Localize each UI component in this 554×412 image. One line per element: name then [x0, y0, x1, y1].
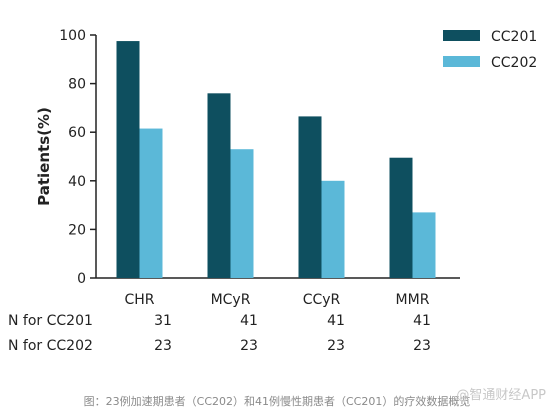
y-tick-label: 40: [68, 174, 86, 190]
n-row-label: N for CC201: [8, 313, 93, 329]
bar-cc202: [321, 180, 345, 278]
n-value: 41: [327, 313, 345, 329]
y-tick-label: 0: [77, 271, 86, 287]
n-row-label: N for CC202: [8, 338, 93, 354]
bar-cc201: [116, 41, 140, 279]
n-value: 23: [154, 338, 172, 354]
y-axis-label: Patients(%): [35, 107, 53, 206]
watermark: @智通财经APP: [456, 388, 546, 403]
n-value: 41: [240, 313, 258, 329]
figure-caption: 图：23例加速期患者（CC202）和41例慢性期患者（CC201）的疗效数据概览: [83, 395, 471, 408]
bar-cc201: [298, 116, 322, 278]
n-value: 23: [240, 338, 258, 354]
n-row-cc201: N for CC201 31 41 41 41: [0, 313, 554, 333]
n-value: 23: [413, 338, 431, 354]
bar-cc201: [207, 93, 231, 278]
bar-chart: 0 20 40 60 80 100 Patients(%) CHR MCyR CCyR MMR CC2…: [35, 28, 537, 308]
n-value: 31: [154, 313, 172, 329]
y-tick-label: 20: [68, 222, 86, 238]
y-tick-label: 60: [68, 125, 86, 141]
y-tick-label: 80: [68, 77, 86, 93]
n-value: 41: [413, 313, 431, 329]
y-tick-label: 100: [59, 28, 86, 44]
x-tick-label: CHR: [124, 292, 154, 308]
bar-cc201: [389, 157, 413, 278]
legend-swatch-cc201: [443, 30, 480, 41]
legend-swatch-cc202: [443, 56, 480, 67]
legend-label: CC201: [491, 29, 537, 45]
bar-cc202: [230, 149, 254, 278]
bar-cc202: [139, 128, 163, 278]
bar-cc202: [412, 212, 436, 278]
x-tick-label: MCyR: [211, 292, 251, 308]
x-tick-label: MMR: [396, 292, 430, 308]
legend-label: CC202: [491, 55, 537, 71]
x-tick-label: CCyR: [303, 292, 341, 308]
n-value: 23: [327, 338, 345, 354]
n-row-cc202: N for CC202 23 23 23 23: [0, 338, 554, 358]
